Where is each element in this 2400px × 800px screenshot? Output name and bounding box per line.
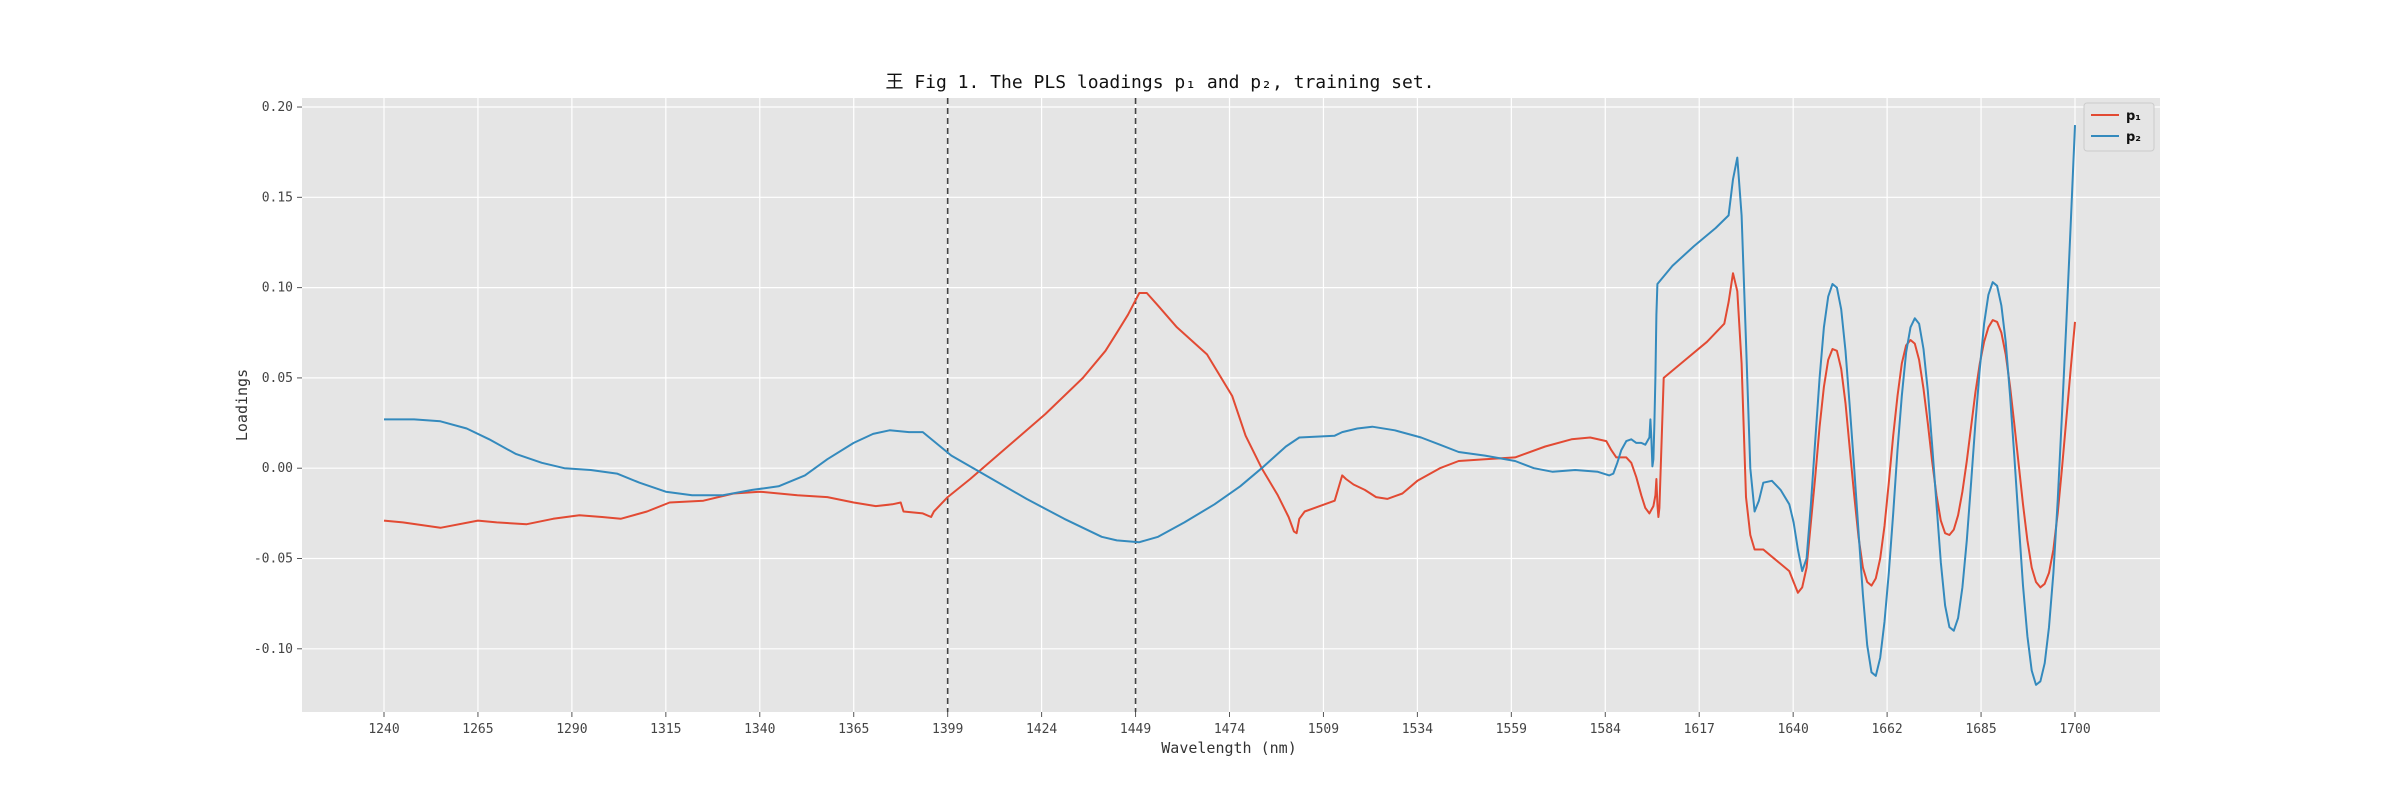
- x-tick-label: 1662: [1871, 722, 1902, 737]
- legend-label-2: p₂: [2126, 130, 2141, 145]
- x-tick-label: 1584: [1590, 722, 1621, 737]
- x-tick-label: 1640: [1778, 722, 1809, 737]
- x-tick-label: 1509: [1308, 722, 1339, 737]
- x-tick-label: 1685: [1965, 722, 1996, 737]
- series-lines: [383, 125, 2076, 686]
- x-tick-label: 1474: [1214, 722, 1245, 737]
- plot-area: [302, 98, 2160, 712]
- x-axis-label: Wavelength (nm): [1161, 739, 1296, 757]
- series-line-2: [384, 125, 2076, 686]
- series-line-1: [383, 272, 2076, 594]
- x-tick-label: 1700: [2059, 722, 2090, 737]
- legend: p₁ p₂: [2083, 102, 2155, 152]
- grid-lines: [302, 98, 2160, 712]
- y-tick-label: 0.00: [262, 461, 293, 476]
- reference-vlines: [946, 98, 1137, 712]
- y-tick-label: -0.05: [254, 552, 293, 567]
- y-axis-label: Loadings: [233, 369, 251, 441]
- x-tick-label: 1534: [1402, 722, 1433, 737]
- x-tick-label: 1424: [1026, 722, 1057, 737]
- x-tick-label: 1365: [838, 722, 869, 737]
- y-tick-label: 0.15: [262, 190, 293, 205]
- x-tick-label: 1617: [1684, 722, 1715, 737]
- y-tick-label: -0.10: [254, 642, 293, 657]
- legend-label-1: p₁: [2126, 109, 2141, 124]
- x-tick-label: 1449: [1120, 722, 1151, 737]
- x-tick-label: 1559: [1496, 722, 1527, 737]
- x-tick-label: 1399: [932, 722, 963, 737]
- legend-box: [2083, 102, 2155, 152]
- chart-title: 王 Fig 1. The PLS loadings p₁ and p₂, tra…: [885, 72, 1434, 93]
- x-tick-label: 1340: [744, 722, 775, 737]
- x-tick-label: 1315: [650, 722, 681, 737]
- y-tick-label: 0.05: [262, 371, 293, 386]
- y-axis-ticks: -0.10 -0.05 0.00 0.05 0.10 0.15 0.20: [254, 100, 302, 657]
- x-tick-label: 1240: [368, 722, 399, 737]
- x-tick-label: 1265: [462, 722, 493, 737]
- x-axis-ticks: 1240 1265 1290 1315 1340 1365 1399 1424 1449 1474…: [368, 712, 2091, 737]
- y-tick-label: 0.20: [262, 100, 293, 115]
- x-tick-label: 1290: [556, 722, 587, 737]
- y-tick-label: 0.10: [262, 281, 293, 296]
